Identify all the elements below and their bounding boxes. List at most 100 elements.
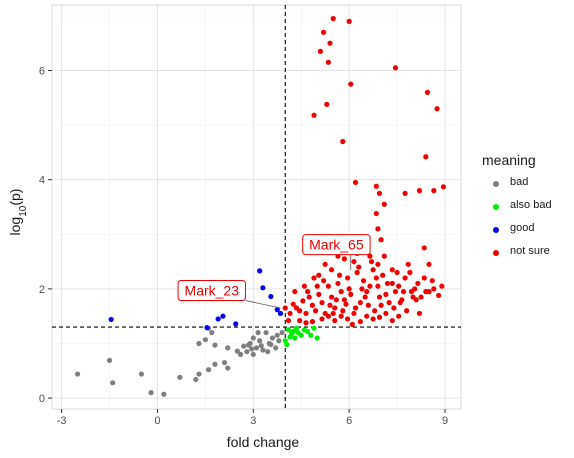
- data-point: [354, 269, 360, 276]
- data-point: [375, 226, 381, 232]
- data-point: [343, 301, 349, 307]
- grid-lines: [51, 4, 462, 410]
- data-point: [336, 272, 343, 278]
- data-point: [225, 365, 231, 371]
- data-point: [285, 327, 292, 333]
- data-point: [415, 280, 421, 287]
- series-good: [108, 268, 284, 331]
- data-point: [308, 332, 314, 338]
- data-point: [348, 81, 354, 87]
- data-point: [306, 294, 312, 300]
- data-point: [376, 190, 383, 196]
- data-point: [293, 325, 300, 331]
- x-tick-label: 6: [346, 415, 352, 427]
- data-point: [440, 184, 447, 190]
- data-point: [400, 289, 407, 295]
- data-point: [332, 305, 338, 311]
- data-point: [209, 329, 215, 336]
- data-point: [324, 101, 330, 107]
- annotation-connector: [245, 300, 281, 309]
- data-point: [416, 188, 423, 194]
- data-point: [265, 349, 271, 355]
- data-point: [378, 302, 384, 308]
- data-point: [381, 253, 387, 259]
- legend-item-bad: bad: [482, 176, 572, 199]
- data-point: [106, 357, 113, 364]
- data-point: [392, 289, 399, 295]
- data-point: [177, 374, 183, 380]
- data-point: [274, 332, 280, 338]
- data-point: [234, 348, 240, 354]
- data-point: [237, 351, 244, 358]
- legend-label: good: [510, 222, 535, 234]
- data-point: [367, 283, 373, 289]
- data-point: [380, 272, 386, 278]
- data-point: [300, 298, 306, 304]
- data-point: [330, 16, 336, 22]
- data-point: [344, 275, 351, 281]
- data-point: [319, 299, 325, 306]
- data-point: [285, 317, 292, 324]
- data-point: [396, 313, 402, 319]
- data-point: [405, 261, 411, 267]
- data-point: [327, 40, 333, 46]
- data-point: [276, 338, 282, 344]
- series-also-bad: [282, 325, 320, 348]
- data-point: [327, 302, 333, 308]
- data-point: [368, 258, 375, 265]
- data-point: [204, 325, 210, 331]
- data-point: [250, 351, 256, 358]
- data-point: [215, 316, 221, 322]
- data-point: [279, 329, 285, 336]
- data-point: [316, 291, 322, 297]
- annotation-label: Mark_23: [185, 283, 240, 299]
- legend-items: bad also bad good not sure: [482, 176, 572, 268]
- data-point: [268, 293, 274, 300]
- data-point: [338, 289, 344, 295]
- data-point: [360, 278, 367, 284]
- data-point: [376, 294, 383, 300]
- data-point: [364, 313, 370, 319]
- data-point: [439, 283, 445, 289]
- data-point: [356, 264, 362, 270]
- data-point: [212, 342, 218, 348]
- data-point: [407, 269, 413, 276]
- data-point: [335, 280, 341, 287]
- y-tick-label: 4: [39, 175, 45, 187]
- data-point: [389, 280, 395, 287]
- data-point: [257, 338, 263, 344]
- legend-marker: [493, 250, 499, 256]
- x-axis-ticks: -3 0 3 6 9: [57, 409, 448, 427]
- data-point: [319, 316, 325, 322]
- data-point: [255, 329, 261, 336]
- x-tick-label: -3: [57, 415, 67, 427]
- data-point: [258, 343, 264, 349]
- data-point: [376, 314, 383, 320]
- data-point: [394, 269, 400, 276]
- data-point: [424, 89, 431, 95]
- data-point: [221, 359, 228, 366]
- data-point: [328, 267, 335, 273]
- data-points: [74, 16, 447, 397]
- data-point: [321, 29, 327, 35]
- data-point: [389, 267, 395, 273]
- data-point: [370, 267, 376, 273]
- legend-label: also bad: [510, 199, 552, 211]
- data-point: [352, 305, 359, 311]
- data-point: [357, 319, 363, 325]
- data-point: [202, 337, 208, 343]
- data-point: [357, 299, 363, 306]
- legend-item-good: good: [482, 222, 572, 245]
- data-point: [341, 297, 347, 303]
- data-point: [328, 294, 335, 300]
- data-point: [205, 367, 212, 373]
- data-point: [383, 310, 389, 317]
- data-point: [263, 329, 269, 336]
- data-point: [421, 275, 427, 281]
- data-point: [260, 285, 266, 291]
- data-point: [373, 275, 379, 281]
- data-point: [298, 332, 304, 338]
- data-point: [384, 280, 391, 287]
- data-point: [391, 305, 397, 311]
- annotations: Mark_23 Mark_65: [177, 234, 371, 309]
